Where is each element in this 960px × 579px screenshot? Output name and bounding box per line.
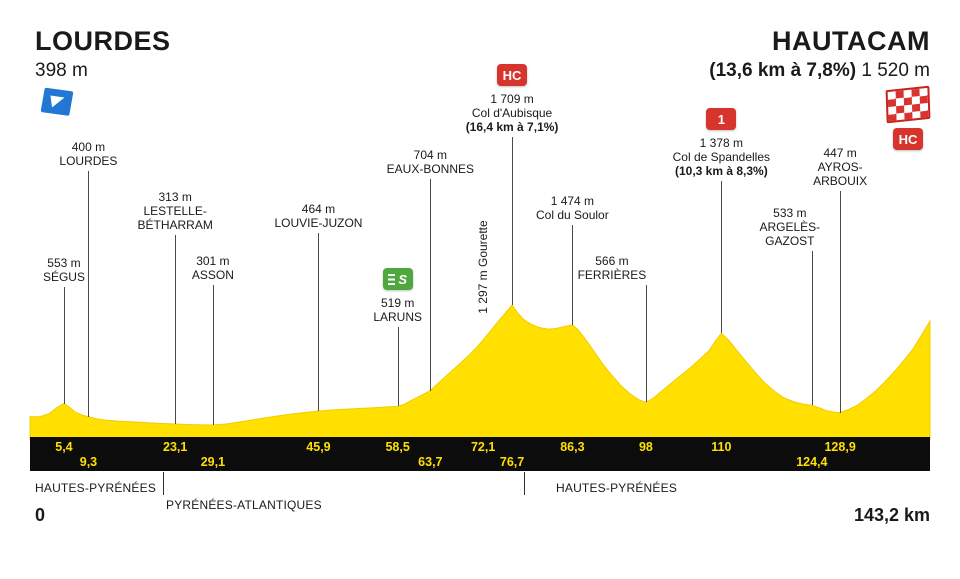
- waypoint-label: 313 m LESTELLE- BÉTHARRAM: [137, 190, 213, 232]
- waypoint-label: 1 378 m Col de Spandelles (10,3 km à 8,3%): [672, 136, 771, 178]
- distance-bar: 5,4 9,3 23,1 29,1 45,9 58,5 63,7 72,1 76,7 86,3 98…: [30, 437, 930, 471]
- finish-icons: HC: [884, 85, 932, 150]
- region-label: PYRÉNÉES-ATLANTIQUES: [166, 498, 322, 512]
- leader-line: [318, 233, 320, 412]
- km-tick: 124,4: [796, 455, 828, 469]
- km-tick: 76,7: [499, 455, 525, 469]
- waypoint-label: 1 709 m Col d'Aubisque (16,4 km à 7,1%): [465, 92, 559, 134]
- km-tick: 98: [638, 440, 653, 454]
- waypoint-label: 1 474 m Col du Soulor: [536, 194, 609, 222]
- start-name: LOURDES: [35, 26, 171, 56]
- km-tick: 23,1: [163, 440, 188, 454]
- waypoint-labels-layer: 553 m SÉGUS 400 m LOURDES 313 m LESTELLE- BÉTH…: [0, 0, 960, 470]
- waypoint-label-vertical: 1 297 m Gourette: [476, 220, 491, 314]
- leader-line: [645, 285, 647, 403]
- waypoint-label: 400 m LOURDES: [59, 140, 118, 168]
- leader-line: [721, 181, 723, 334]
- waypoint-label: 519 m LARUNS: [373, 296, 422, 324]
- finish-gradient: (13,6 km à 7,8%): [709, 60, 857, 81]
- sprint-badge: S: [382, 268, 413, 290]
- leader-line: [63, 287, 65, 404]
- km-tick: 29,1: [200, 455, 226, 469]
- km-tick: 45,9: [306, 440, 331, 454]
- start-flag-icon: [38, 86, 76, 124]
- finish-details: (13,6 km à 7,8%) 1 520 m: [709, 60, 930, 82]
- start-elevation: 398 m: [35, 60, 88, 81]
- waypoint-label: 301 m ASSON: [191, 254, 234, 282]
- region-label: HAUTES-PYRÉNÉES: [556, 481, 678, 495]
- km-tick: 58,5: [385, 440, 410, 454]
- start-header: LOURDES 398 m: [35, 26, 171, 82]
- hc-badge: HC: [497, 64, 528, 86]
- waypoint-label: 704 m EAUX-BONNES: [386, 148, 475, 176]
- waypoint-label: 533 m ARGELÈS- GAZOST: [759, 206, 821, 248]
- region-boundary-tick: [163, 472, 165, 495]
- finish-header: HAUTACAM (13,6 km à 7,8%) 1 520 m: [709, 26, 930, 82]
- elevation-profile: [29, 304, 931, 441]
- leader-line: [840, 191, 842, 413]
- waypoint-label: 464 m LOUVIE-JUZON: [274, 202, 363, 230]
- leader-line: [175, 235, 177, 424]
- leader-line: [430, 179, 432, 391]
- leader-line: [397, 327, 399, 407]
- region-label: HAUTES-PYRÉNÉES: [35, 481, 157, 495]
- leader-line: [88, 171, 90, 417]
- waypoint-label: 553 m SÉGUS: [42, 256, 85, 284]
- km-tick: 63,7: [418, 455, 443, 469]
- start-km: 0: [35, 505, 46, 525]
- cat1-badge: 1: [706, 108, 737, 130]
- km-tick: 128,9: [824, 440, 856, 454]
- leader-line: [572, 225, 574, 326]
- km-tick: 110: [711, 440, 732, 454]
- waypoint-label: 566 m FERRIÈRES: [577, 254, 647, 282]
- waypoint-label: 447 m AYROS- ARBOUIX: [813, 146, 868, 188]
- finish-checkered-flag-icon: [885, 85, 931, 124]
- km-tick: 86,3: [560, 440, 585, 454]
- finish-elevation: 1 520 m: [861, 60, 930, 81]
- total-distance: 143,2 km: [853, 505, 930, 525]
- km-tick: 9,3: [79, 455, 98, 469]
- finish-name: HAUTACAM: [772, 26, 930, 56]
- km-tick: 72,1: [470, 440, 496, 454]
- km-tick: 5,4: [55, 440, 73, 454]
- finish-hc-badge: HC: [893, 128, 923, 150]
- leader-line: [811, 251, 813, 406]
- region-boundary-tick: [523, 472, 525, 495]
- leader-line: [212, 285, 214, 425]
- leader-line: [512, 137, 514, 305]
